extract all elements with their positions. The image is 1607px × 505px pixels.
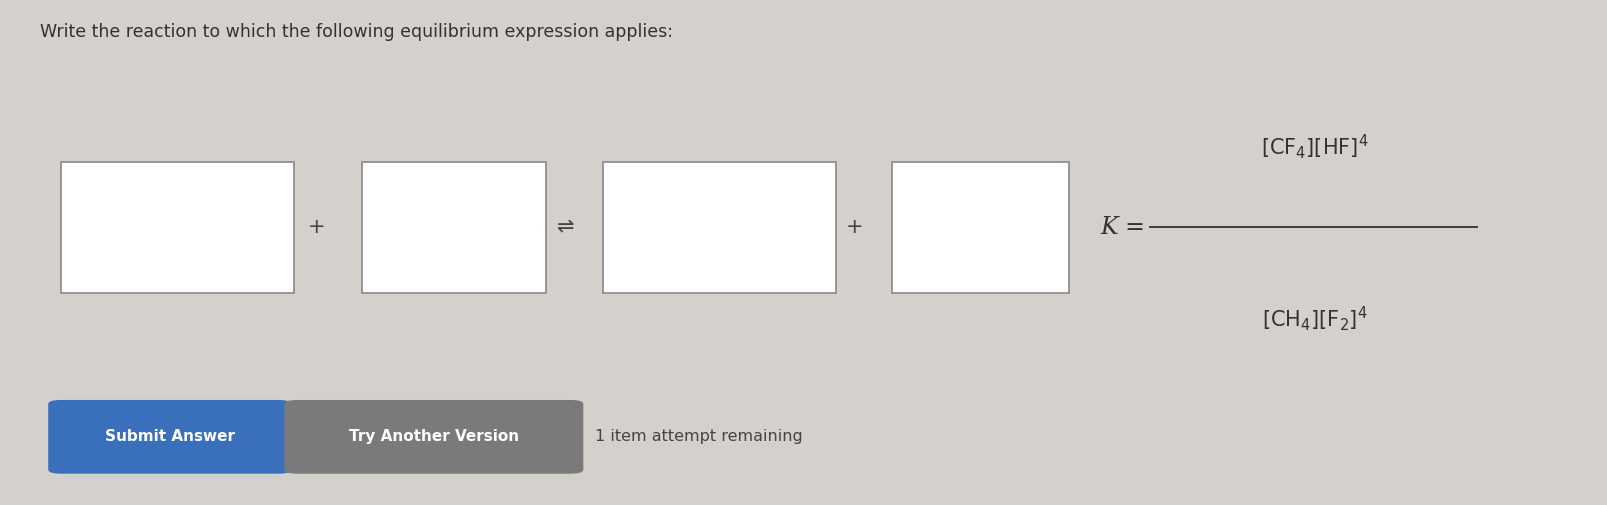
FancyBboxPatch shape — [603, 162, 836, 293]
Text: ⇌: ⇌ — [558, 217, 574, 237]
FancyBboxPatch shape — [48, 400, 291, 474]
FancyBboxPatch shape — [284, 400, 583, 474]
FancyBboxPatch shape — [61, 162, 294, 293]
Text: 1 item attempt remaining: 1 item attempt remaining — [595, 429, 802, 444]
Text: +: + — [847, 217, 863, 237]
Text: Submit Answer: Submit Answer — [104, 429, 235, 444]
Text: Write the reaction to which the following equilibrium expression applies:: Write the reaction to which the followin… — [40, 23, 673, 41]
Text: $[\mathrm{CH_4}][\mathrm{F_2}]^4$: $[\mathrm{CH_4}][\mathrm{F_2}]^4$ — [1261, 304, 1368, 333]
Text: $[\mathrm{CF_4}][\mathrm{HF}]^4$: $[\mathrm{CF_4}][\mathrm{HF}]^4$ — [1261, 132, 1368, 161]
Text: K =: K = — [1101, 216, 1146, 239]
FancyBboxPatch shape — [892, 162, 1069, 293]
Text: Try Another Version: Try Another Version — [349, 429, 519, 444]
Text: +: + — [309, 217, 325, 237]
FancyBboxPatch shape — [362, 162, 546, 293]
